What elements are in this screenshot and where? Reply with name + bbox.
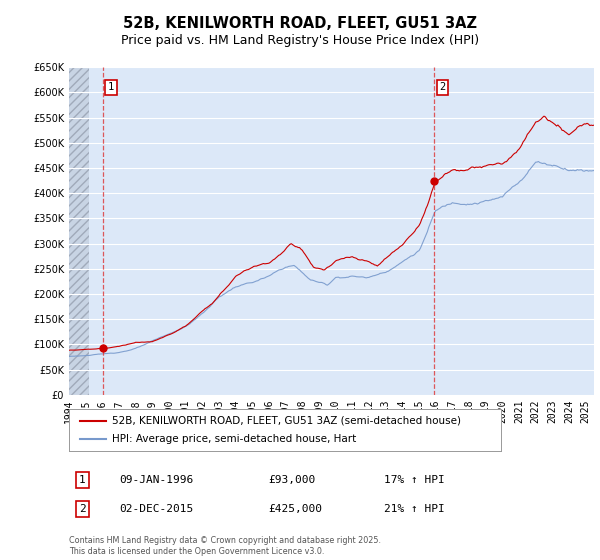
Text: 1: 1 bbox=[108, 82, 114, 92]
Text: 21% ↑ HPI: 21% ↑ HPI bbox=[384, 505, 445, 514]
Bar bbox=[69, 67, 89, 395]
Text: HPI: Average price, semi-detached house, Hart: HPI: Average price, semi-detached house,… bbox=[112, 434, 356, 444]
Text: 02-DEC-2015: 02-DEC-2015 bbox=[119, 505, 193, 514]
Text: £425,000: £425,000 bbox=[269, 505, 323, 514]
Text: 52B, KENILWORTH ROAD, FLEET, GU51 3AZ (semi-detached house): 52B, KENILWORTH ROAD, FLEET, GU51 3AZ (s… bbox=[112, 416, 461, 426]
Text: 17% ↑ HPI: 17% ↑ HPI bbox=[384, 475, 445, 485]
Text: 1: 1 bbox=[79, 475, 86, 485]
Text: 2: 2 bbox=[440, 82, 446, 92]
Text: 09-JAN-1996: 09-JAN-1996 bbox=[119, 475, 193, 485]
Text: 2: 2 bbox=[79, 505, 86, 514]
Text: 52B, KENILWORTH ROAD, FLEET, GU51 3AZ: 52B, KENILWORTH ROAD, FLEET, GU51 3AZ bbox=[123, 16, 477, 31]
Text: Price paid vs. HM Land Registry's House Price Index (HPI): Price paid vs. HM Land Registry's House … bbox=[121, 34, 479, 47]
Text: Contains HM Land Registry data © Crown copyright and database right 2025.
This d: Contains HM Land Registry data © Crown c… bbox=[69, 536, 381, 556]
Text: £93,000: £93,000 bbox=[269, 475, 316, 485]
